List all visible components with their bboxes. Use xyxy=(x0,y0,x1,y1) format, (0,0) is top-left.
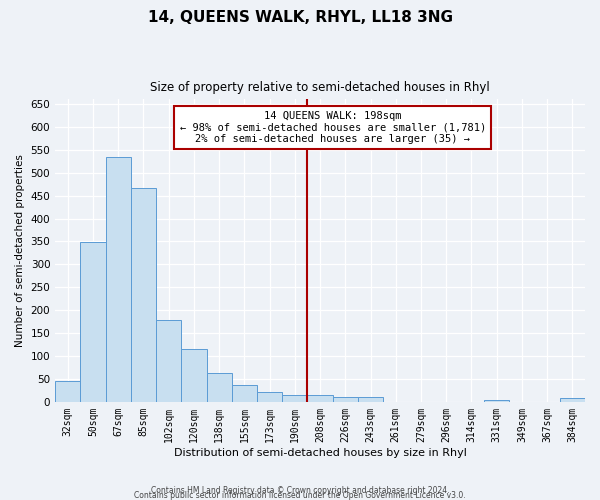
Title: Size of property relative to semi-detached houses in Rhyl: Size of property relative to semi-detach… xyxy=(150,81,490,94)
Text: 14, QUEENS WALK, RHYL, LL18 3NG: 14, QUEENS WALK, RHYL, LL18 3NG xyxy=(148,10,452,25)
Bar xyxy=(232,386,257,402)
Bar xyxy=(80,242,106,402)
Y-axis label: Number of semi-detached properties: Number of semi-detached properties xyxy=(15,154,25,347)
Bar xyxy=(358,398,383,402)
Text: Contains HM Land Registry data © Crown copyright and database right 2024.: Contains HM Land Registry data © Crown c… xyxy=(151,486,449,495)
Bar xyxy=(560,398,585,402)
X-axis label: Distribution of semi-detached houses by size in Rhyl: Distribution of semi-detached houses by … xyxy=(173,448,467,458)
Text: 14 QUEENS WALK: 198sqm
← 98% of semi-detached houses are smaller (1,781)
2% of s: 14 QUEENS WALK: 198sqm ← 98% of semi-det… xyxy=(179,111,486,144)
Bar xyxy=(257,392,282,402)
Bar xyxy=(484,400,509,402)
Text: Contains public sector information licensed under the Open Government Licence v3: Contains public sector information licen… xyxy=(134,491,466,500)
Bar xyxy=(131,188,156,402)
Bar xyxy=(307,396,332,402)
Bar xyxy=(106,156,131,402)
Bar xyxy=(206,374,232,402)
Bar xyxy=(181,349,206,402)
Bar xyxy=(156,320,181,402)
Bar xyxy=(55,381,80,402)
Bar xyxy=(332,397,358,402)
Bar xyxy=(282,395,307,402)
